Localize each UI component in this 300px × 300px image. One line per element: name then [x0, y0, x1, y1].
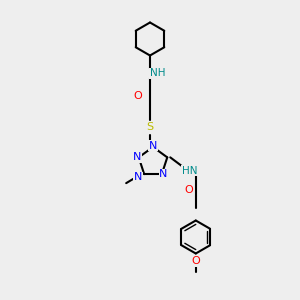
Text: N: N [149, 140, 157, 151]
Text: O: O [134, 91, 142, 101]
Text: S: S [146, 122, 154, 133]
Text: NH: NH [150, 68, 165, 79]
Text: N: N [133, 152, 141, 162]
Text: N: N [159, 169, 167, 179]
Text: O: O [184, 185, 193, 195]
Text: O: O [191, 256, 200, 266]
Text: HN: HN [182, 166, 197, 176]
Text: N: N [134, 172, 142, 182]
